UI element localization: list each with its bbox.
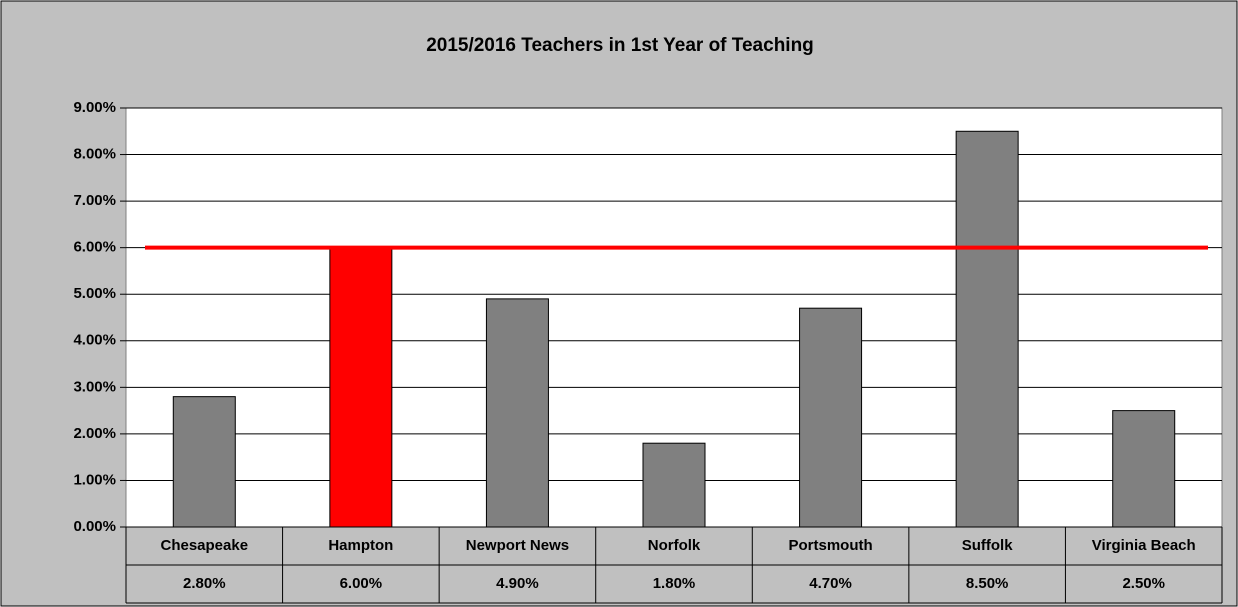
- data-label: 4.90%: [496, 575, 539, 592]
- x-tick-label: Suffolk: [962, 537, 1013, 554]
- y-tick-label: 7.00%: [73, 192, 116, 209]
- bar: [172, 396, 236, 528]
- x-tick-label: Norfolk: [648, 537, 701, 554]
- data-label: 4.70%: [809, 575, 852, 592]
- bar: [485, 298, 549, 528]
- bar: [955, 130, 1019, 528]
- data-label: 6.00%: [340, 575, 383, 592]
- bar: [799, 307, 863, 528]
- y-tick-label: 6.00%: [73, 239, 116, 256]
- bar: [1112, 410, 1176, 528]
- y-tick-label: 5.00%: [73, 285, 116, 302]
- x-tick-label: Virginia Beach: [1092, 537, 1196, 554]
- bar: [642, 442, 706, 528]
- x-tick-label: Hampton: [328, 537, 393, 554]
- x-tick-label: Chesapeake: [161, 537, 249, 554]
- x-tick-label: Portsmouth: [788, 537, 872, 554]
- y-tick-label: 9.00%: [73, 99, 116, 116]
- y-tick-label: 0.00%: [73, 518, 116, 535]
- y-tick-label: 4.00%: [73, 332, 116, 349]
- data-label: 1.80%: [653, 575, 696, 592]
- data-label: 2.50%: [1122, 575, 1165, 592]
- y-tick-label: 8.00%: [73, 146, 116, 163]
- bar: [329, 247, 393, 528]
- y-tick-label: 1.00%: [73, 471, 116, 488]
- x-tick-label: Newport News: [466, 537, 569, 554]
- data-label: 8.50%: [966, 575, 1009, 592]
- chart-title: 2015/2016 Teachers in 1st Year of Teachi…: [426, 35, 814, 56]
- y-tick-label: 3.00%: [73, 378, 116, 395]
- y-tick-label: 2.00%: [73, 425, 116, 442]
- data-label: 2.80%: [183, 575, 226, 592]
